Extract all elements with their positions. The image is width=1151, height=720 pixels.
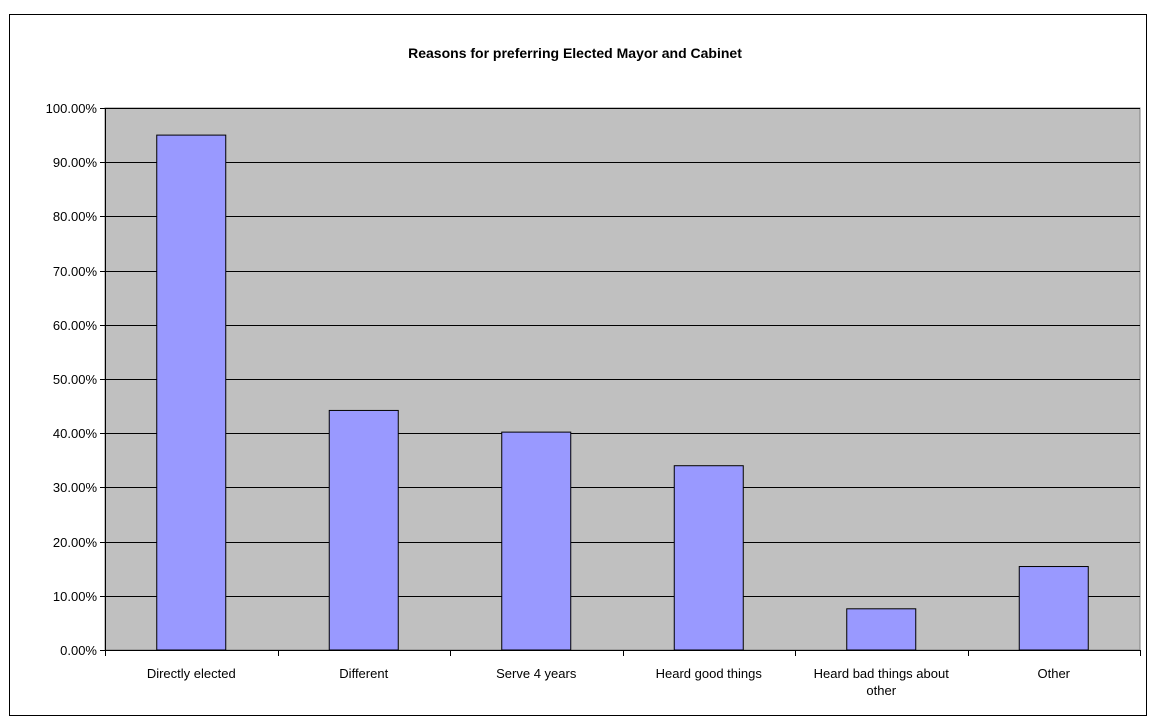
gridlines — [105, 108, 1140, 597]
x-category-label: Serve 4 years — [496, 666, 577, 681]
x-category-label: Directly elected — [147, 666, 236, 681]
bar — [673, 465, 744, 651]
bar — [156, 134, 227, 651]
bar — [846, 608, 917, 651]
x-category-label: Other — [1037, 666, 1070, 681]
y-tick-label: 70.00% — [53, 264, 98, 279]
y-tick-label: 20.00% — [53, 535, 98, 550]
x-category-label: Heard bad things about other — [814, 666, 950, 698]
y-tick-label: 0.00% — [60, 643, 97, 658]
y-tick-label: 80.00% — [53, 209, 98, 224]
y-tick-label: 60.00% — [53, 318, 98, 333]
x-category-label: Different — [339, 666, 388, 681]
y-tick-label: 40.00% — [53, 426, 98, 441]
y-tick-label: 90.00% — [53, 155, 98, 170]
x-category-label: Heard good things — [656, 666, 763, 681]
x-axis: Directly elected Different Serve 4 years He… — [105, 650, 1141, 698]
y-tick-label: 10.00% — [53, 589, 98, 604]
y-axis: 0.00% 10.00% 20.00% 30.00% 40.00% 50.00% 60.00… — [46, 101, 106, 658]
y-tick-label: 30.00% — [53, 480, 98, 495]
bar — [1018, 566, 1089, 651]
y-tick-label: 50.00% — [53, 372, 98, 387]
bar — [501, 431, 572, 651]
bar — [328, 409, 399, 651]
chart-title: Reasons for preferring Elected Mayor and… — [408, 45, 742, 61]
y-tick-label: 100.00% — [46, 101, 98, 116]
